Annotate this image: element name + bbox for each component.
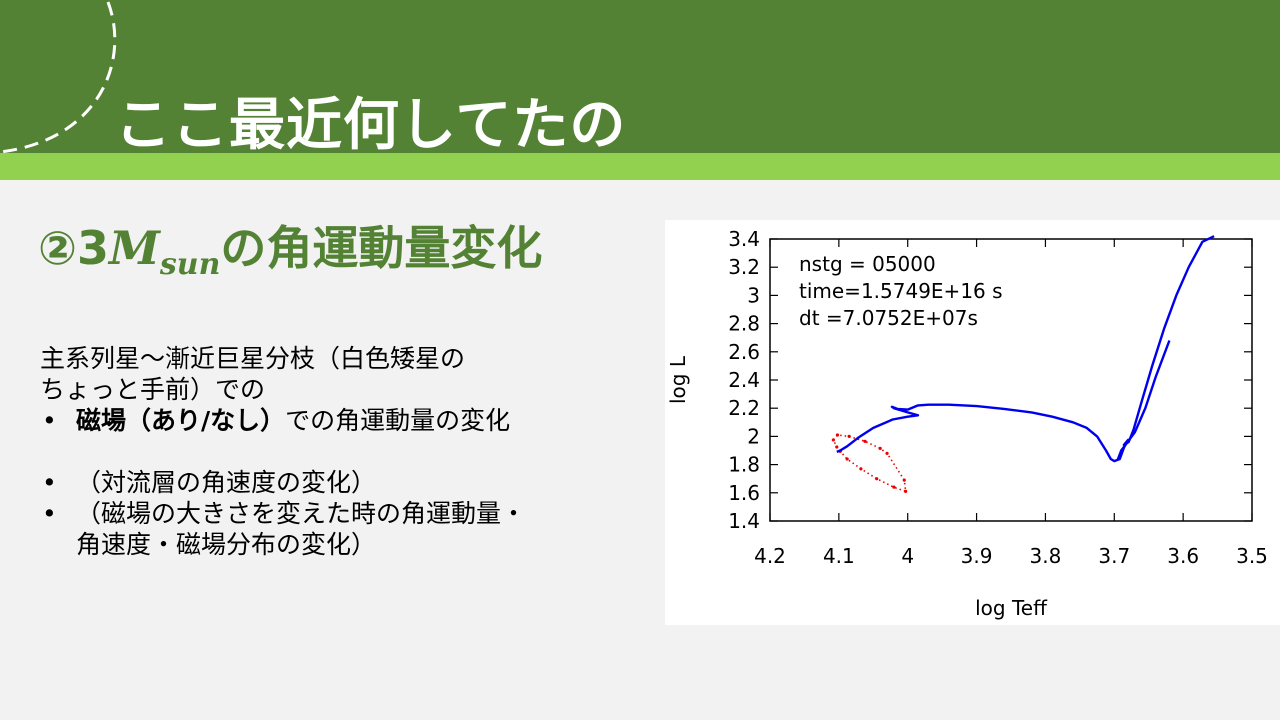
series-point [863, 439, 867, 443]
intro-line-2: ちょっと手前）での [40, 375, 266, 404]
bullet-1-bold: 磁場（あり/なし） [76, 406, 286, 435]
y-tick-label: 2.8 [728, 312, 760, 336]
annotation-dt: dt =7.0752E+07s [799, 306, 978, 330]
hr-diagram-panel: 1.4 1.6 1.8 2 2.2 2.4 2.6 2.8 3 3.2 3.4 4.2 4.1 4 3.9 3… [665, 220, 1280, 625]
series-point [831, 438, 835, 442]
bullet-3-line-1: （磁場の大きさを変えた時の角運動量・ [76, 499, 527, 528]
slide-title: ここ最近何してたの [115, 93, 627, 158]
annotation-time: time=1.5749E+16 s [799, 279, 1003, 303]
title-bar [0, 0, 1280, 153]
x-tick-label: 4.1 [823, 544, 855, 568]
series-point [902, 478, 906, 482]
y-tick-label: 3.2 [728, 255, 760, 279]
series-point [847, 434, 851, 438]
hr-diagram-chart: 1.4 1.6 1.8 2 2.2 2.4 2.6 2.8 3 3.2 3.4 4.2 4.1 4 3.9 3… [666, 227, 1268, 620]
annotation-nstg: nstg = 05000 [799, 252, 936, 276]
section-heading: ②3Msunの角運動量変化 [38, 212, 542, 282]
series-point [878, 446, 882, 450]
y-tick-label: 1.8 [728, 453, 760, 477]
series-evolution-track [836, 235, 1215, 463]
y-tick-label: 2 [747, 424, 760, 448]
series-pre-main-sequence [832, 434, 907, 493]
y-tick-label: 3.4 [728, 227, 760, 251]
series-point [835, 433, 840, 437]
heading-prefix: ②3 [38, 221, 109, 275]
x-tick-label: 3.9 [961, 544, 993, 568]
decorative-dashed-arc [0, 1, 117, 154]
series-point [835, 445, 839, 449]
intro-line-1: 主系列星～漸近巨星分枝（白色矮星の [40, 344, 466, 373]
x-tick-label: 4.2 [754, 544, 786, 568]
x-tick-label: 3.7 [1098, 544, 1130, 568]
slide-body: 主系列星～漸近巨星分枝（白色矮星の ちょっと手前）での 磁場（あり/なし）での角… [40, 343, 650, 560]
y-tick-label: 1.4 [728, 509, 760, 533]
bullet-1-rest: での角運動量の変化 [285, 406, 511, 435]
x-tick-label: 3.5 [1236, 544, 1268, 568]
bullet-magnetic-field: 磁場（あり/なし）での角運動量の変化 [40, 405, 650, 436]
x-tick-label: 3.8 [1030, 544, 1062, 568]
y-tick-label: 2.6 [728, 340, 760, 364]
x-tick-label: 4 [901, 544, 914, 568]
bullet-convective-layer: （対流層の角速度の変化） [40, 467, 650, 498]
y-tick-label: 3 [747, 283, 760, 307]
series-point [904, 489, 908, 493]
y-tick-label: 1.6 [728, 481, 760, 505]
y-axis-label: log L [666, 355, 690, 404]
series-point [892, 485, 896, 489]
series-point [885, 451, 889, 455]
series-evolution-track-loop [1116, 340, 1171, 461]
heading-suffix: の角運動量変化 [220, 221, 543, 275]
bullet-3-line-2: 角速度・磁場分布の変化） [76, 530, 377, 559]
x-axis-label: log Teff [975, 596, 1048, 620]
x-tick-label: 3.6 [1167, 544, 1199, 568]
series-point [859, 467, 863, 471]
series-point [845, 457, 849, 461]
mass-subscript: sun [159, 247, 221, 282]
title-accent-stripe [0, 153, 1280, 180]
series-point [875, 477, 879, 481]
bullet-field-strength: （磁場の大きさを変えた時の角運動量・角速度・磁場分布の変化） [40, 498, 650, 560]
y-tick-label: 2.2 [728, 396, 760, 420]
mass-symbol: M [108, 221, 160, 275]
y-tick-label: 2.4 [728, 368, 760, 392]
